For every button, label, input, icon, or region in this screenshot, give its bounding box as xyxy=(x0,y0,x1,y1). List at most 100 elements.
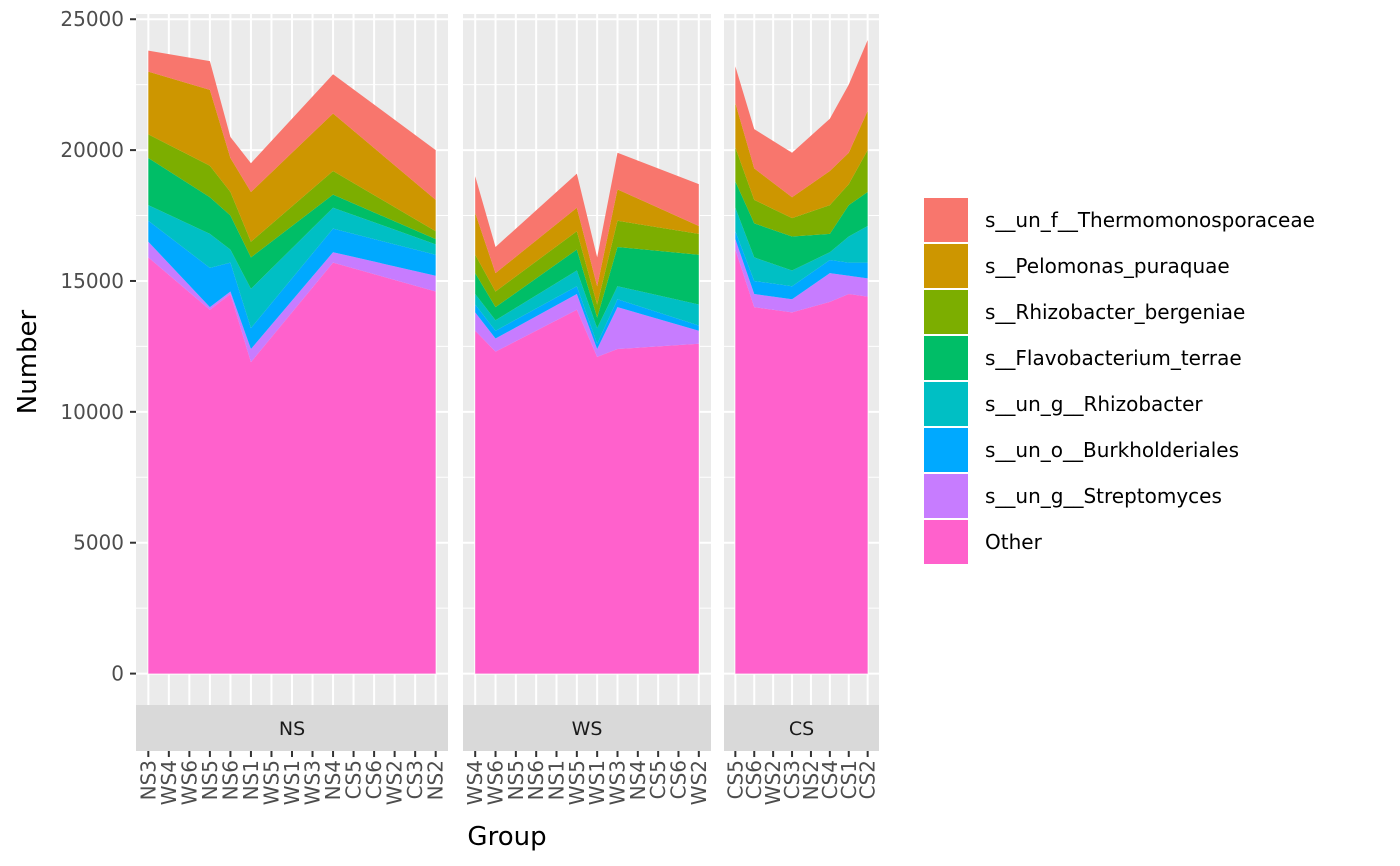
x-tick-label: NS6 xyxy=(524,760,548,800)
x-tick-label: WS6 xyxy=(177,760,201,805)
area-cs-s-flavobacterium-terrae xyxy=(735,181,868,271)
area-cs-other xyxy=(735,249,868,674)
area-ws-other xyxy=(475,309,699,674)
x-tick-label: NS5 xyxy=(198,760,222,800)
x-tick-label: WS5 xyxy=(259,760,283,805)
legend-item: s__un_f__Thermomonosporaceae xyxy=(922,196,1315,244)
y-tick-label: 0 xyxy=(111,662,124,686)
x-tick-label: WS1 xyxy=(585,760,609,805)
facet-strip xyxy=(136,705,448,751)
area-ns-s-un-o-burkholderiales xyxy=(148,220,436,350)
x-tick-label: WS2 xyxy=(383,760,407,805)
x-tick-label: NS1 xyxy=(239,760,263,800)
x-tick-label: CS3 xyxy=(780,760,804,799)
y-axis-title: Number xyxy=(13,309,43,414)
legend-key xyxy=(922,472,970,520)
x-tick-label: CS6 xyxy=(362,760,386,799)
legend-label: s__un_g__Streptomyces xyxy=(985,484,1222,508)
area-cs-s-pelomonas-puraquae xyxy=(735,102,868,219)
x-tick-label: NS1 xyxy=(545,760,569,800)
x-tick-label: WS4 xyxy=(463,760,487,805)
legend-item: s__un_g__Rhizobacter xyxy=(922,380,1203,428)
x-tick-label: CS3 xyxy=(403,760,427,799)
area-cs-s-rhizobacter-bergeniae xyxy=(735,147,868,237)
area-ws-s-rhizobacter-bergeniae xyxy=(475,220,699,318)
legend-key xyxy=(922,334,970,382)
x-tick-label: CS2 xyxy=(856,760,880,799)
legend-key xyxy=(922,196,970,244)
legend-label: s__un_f__Thermomonosporaceae xyxy=(985,208,1315,232)
y-tick-label: 25000 xyxy=(60,7,124,31)
legend-label: s__Flavobacterium_terrae xyxy=(985,346,1242,370)
legend-key xyxy=(922,380,970,428)
legend-item: Other xyxy=(922,518,1043,566)
facet-strip-label: WS xyxy=(572,718,603,740)
legend-item: s__un_o__Burkholderiales xyxy=(922,426,1239,474)
x-tick-label: NS2 xyxy=(799,760,823,800)
x-tick-label: WS5 xyxy=(565,760,589,805)
area-ns-s-pelomonas-puraquae xyxy=(148,71,436,242)
x-tick-label: CS6 xyxy=(742,760,766,799)
x-tick-label: WS2 xyxy=(761,760,785,805)
legend-label: Other xyxy=(985,530,1043,554)
legend-label: s__Rhizobacter_bergeniae xyxy=(985,300,1245,324)
legend-key xyxy=(922,426,970,474)
area-cs-s-un-g-streptomyces xyxy=(735,239,868,313)
y-tick-label: 10000 xyxy=(60,400,124,424)
x-tick-label: CS5 xyxy=(646,760,670,799)
x-tick-label: WS1 xyxy=(280,760,304,805)
legend-key xyxy=(922,242,970,290)
y-tick-label: 20000 xyxy=(60,138,124,162)
x-tick-label: WS6 xyxy=(484,760,508,805)
x-tick-label: CS4 xyxy=(818,760,842,799)
area-ns-s-un-g-rhizobacter xyxy=(148,205,436,329)
x-tick-label: NS2 xyxy=(424,760,448,800)
legend-item: s__Flavobacterium_terrae xyxy=(922,334,1242,382)
legend-label: s__Pelomonas_puraquae xyxy=(985,254,1230,278)
x-tick-label: WS4 xyxy=(157,760,181,805)
x-tick-label: NS4 xyxy=(626,760,650,800)
legend-label: s__un_g__Rhizobacter xyxy=(985,392,1203,416)
x-tick-label: NS4 xyxy=(321,760,345,800)
area-ws-s-un-g-rhizobacter xyxy=(475,270,699,344)
facet-strip xyxy=(724,705,879,751)
area-ns-other xyxy=(148,257,436,674)
legend: s__un_f__Thermomonosporaceae s__Pelomonas… xyxy=(922,196,1315,566)
x-tick-label: WS2 xyxy=(687,760,711,805)
legend-key xyxy=(922,518,970,566)
x-tick-label: NS6 xyxy=(218,760,242,800)
facet-strip-label: NS xyxy=(279,718,305,740)
facet-strip-label: CS xyxy=(789,718,814,740)
x-tick-label: WS3 xyxy=(301,760,325,805)
area-ns-s-un-f-thermomonosporaceae xyxy=(148,50,436,200)
y-tick-label: 5000 xyxy=(73,531,124,555)
area-ws-s-un-o-burkholderiales xyxy=(475,286,699,350)
x-tick-label: CS5 xyxy=(723,760,747,799)
legend-item: s__Rhizobacter_bergeniae xyxy=(922,288,1245,336)
facet-strip xyxy=(463,705,711,751)
x-tick-label: NS3 xyxy=(136,760,160,800)
facet-panel-ns: NS NS3WS4WS6NS5NS6NS1WS5WS1WS3NS4CS5CS6WS… xyxy=(136,14,448,805)
x-tick-label: CS6 xyxy=(666,760,690,799)
area-ws-s-un-g-streptomyces xyxy=(475,294,699,357)
area-ns-s-flavobacterium-terrae xyxy=(148,157,436,289)
area-ws-s-flavobacterium-terrae xyxy=(475,246,699,329)
area-cs-s-un-o-burkholderiales xyxy=(735,231,868,300)
facet-panels: NSNS3WS4WS6NS5NS6NS1WS5WS1WS3NS4CS5CS6WS… xyxy=(136,14,880,805)
legend-key xyxy=(922,288,970,336)
x-tick-label: WS3 xyxy=(605,760,629,805)
legend-item: s__un_g__Streptomyces xyxy=(922,472,1222,520)
legend-item: s__Pelomonas_puraquae xyxy=(922,242,1230,290)
x-axis-title: Group xyxy=(467,822,546,852)
area-cs-s-un-g-rhizobacter xyxy=(735,207,868,287)
area-ws-s-un-f-thermomonosporaceae xyxy=(475,152,699,287)
legend-label: s__un_o__Burkholderiales xyxy=(985,438,1239,462)
area-ns-s-un-g-streptomyces xyxy=(148,241,436,363)
y-tick-label: 15000 xyxy=(60,269,124,293)
y-axis: 0 5000 10000 15000 20000 25000 xyxy=(60,7,136,686)
x-tick-label: NS5 xyxy=(504,760,528,800)
area-cs-s-un-f-thermomonosporaceae xyxy=(735,40,868,198)
